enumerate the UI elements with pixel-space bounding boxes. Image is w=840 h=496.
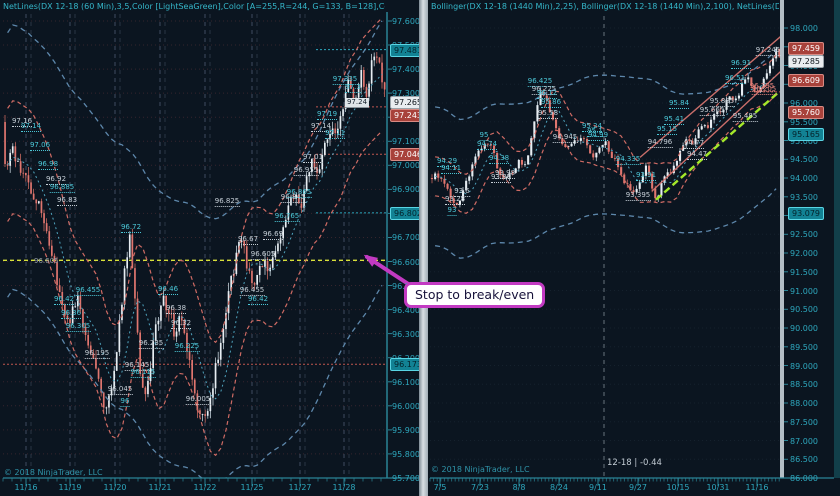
contract-roll-label: 12-18 | -0.44 — [607, 458, 662, 468]
price-axis-daily[interactable] — [784, 0, 834, 478]
stop-annotation[interactable]: Stop to break/even — [404, 282, 546, 308]
copyright-daily: © 2018 NinjaTrader, LLC — [431, 465, 530, 474]
h1-plot-area — [3, 14, 387, 478]
price-axis-60min[interactable] — [388, 0, 419, 478]
d1-plot-area — [430, 16, 781, 478]
indicator-header-daily: Bollinger(DX 12-18 (1440 Min),2,25), Bol… — [431, 2, 779, 11]
panel-divider[interactable] — [419, 0, 428, 496]
copyright-60min: © 2018 NinjaTrader, LLC — [4, 468, 103, 477]
chart-panel-daily[interactable] — [428, 0, 840, 496]
time-axis-daily[interactable] — [428, 478, 834, 496]
indicator-header-60min: NetLines(DX 12-18 (60 Min),3,5,Color [Li… — [3, 2, 385, 11]
right-edge-border — [834, 0, 840, 478]
time-axis-60min[interactable] — [0, 478, 419, 496]
